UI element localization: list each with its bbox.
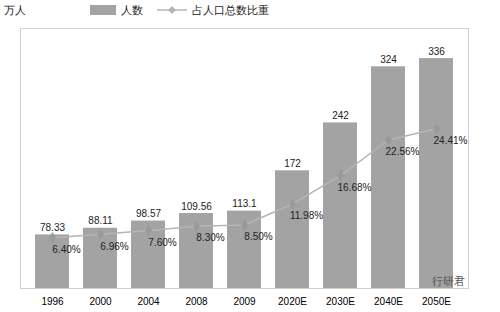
svg-text:1996: 1996 [41,296,64,307]
svg-text:2004: 2004 [137,296,160,307]
svg-text:6.96%: 6.96% [100,241,128,252]
svg-text:88.11: 88.11 [88,215,113,226]
svg-text:行研君: 行研君 [432,275,465,287]
svg-text:24.41%: 24.41% [434,135,468,146]
svg-text:2050E: 2050E [422,296,451,307]
svg-text:2040E: 2040E [374,296,403,307]
svg-text:113.1: 113.1 [232,198,257,209]
html-text:万人: 万人 [4,3,26,16]
svg-text:78.33: 78.33 [40,222,65,233]
svg-text:172: 172 [284,158,301,169]
svg-text:2000: 2000 [89,296,112,307]
svg-text:336: 336 [428,46,445,57]
svg-text:324: 324 [380,54,397,65]
svg-text:8.50%: 8.50% [244,231,272,242]
svg-text:242: 242 [332,110,349,121]
svg-text:109.56: 109.56 [181,201,212,212]
svg-text:11.98%: 11.98% [290,210,323,221]
html-text:人数: 人数 [121,3,143,16]
svg-text:22.56%: 22.56% [386,146,420,157]
svg-text:7.60%: 7.60% [148,237,176,248]
svg-text:2020E: 2020E [278,296,307,307]
svg-text:8.30%: 8.30% [196,232,224,243]
svg-text:98.57: 98.57 [136,208,161,219]
html-text:占人口总数比重: 占人口总数比重 [192,3,269,16]
svg-text:6.40%: 6.40% [52,244,80,255]
svg-text:16.68%: 16.68% [338,182,372,193]
svg-text:2008: 2008 [185,296,208,307]
svg-text:2009: 2009 [233,296,256,307]
svg-text:2030E: 2030E [326,296,355,307]
